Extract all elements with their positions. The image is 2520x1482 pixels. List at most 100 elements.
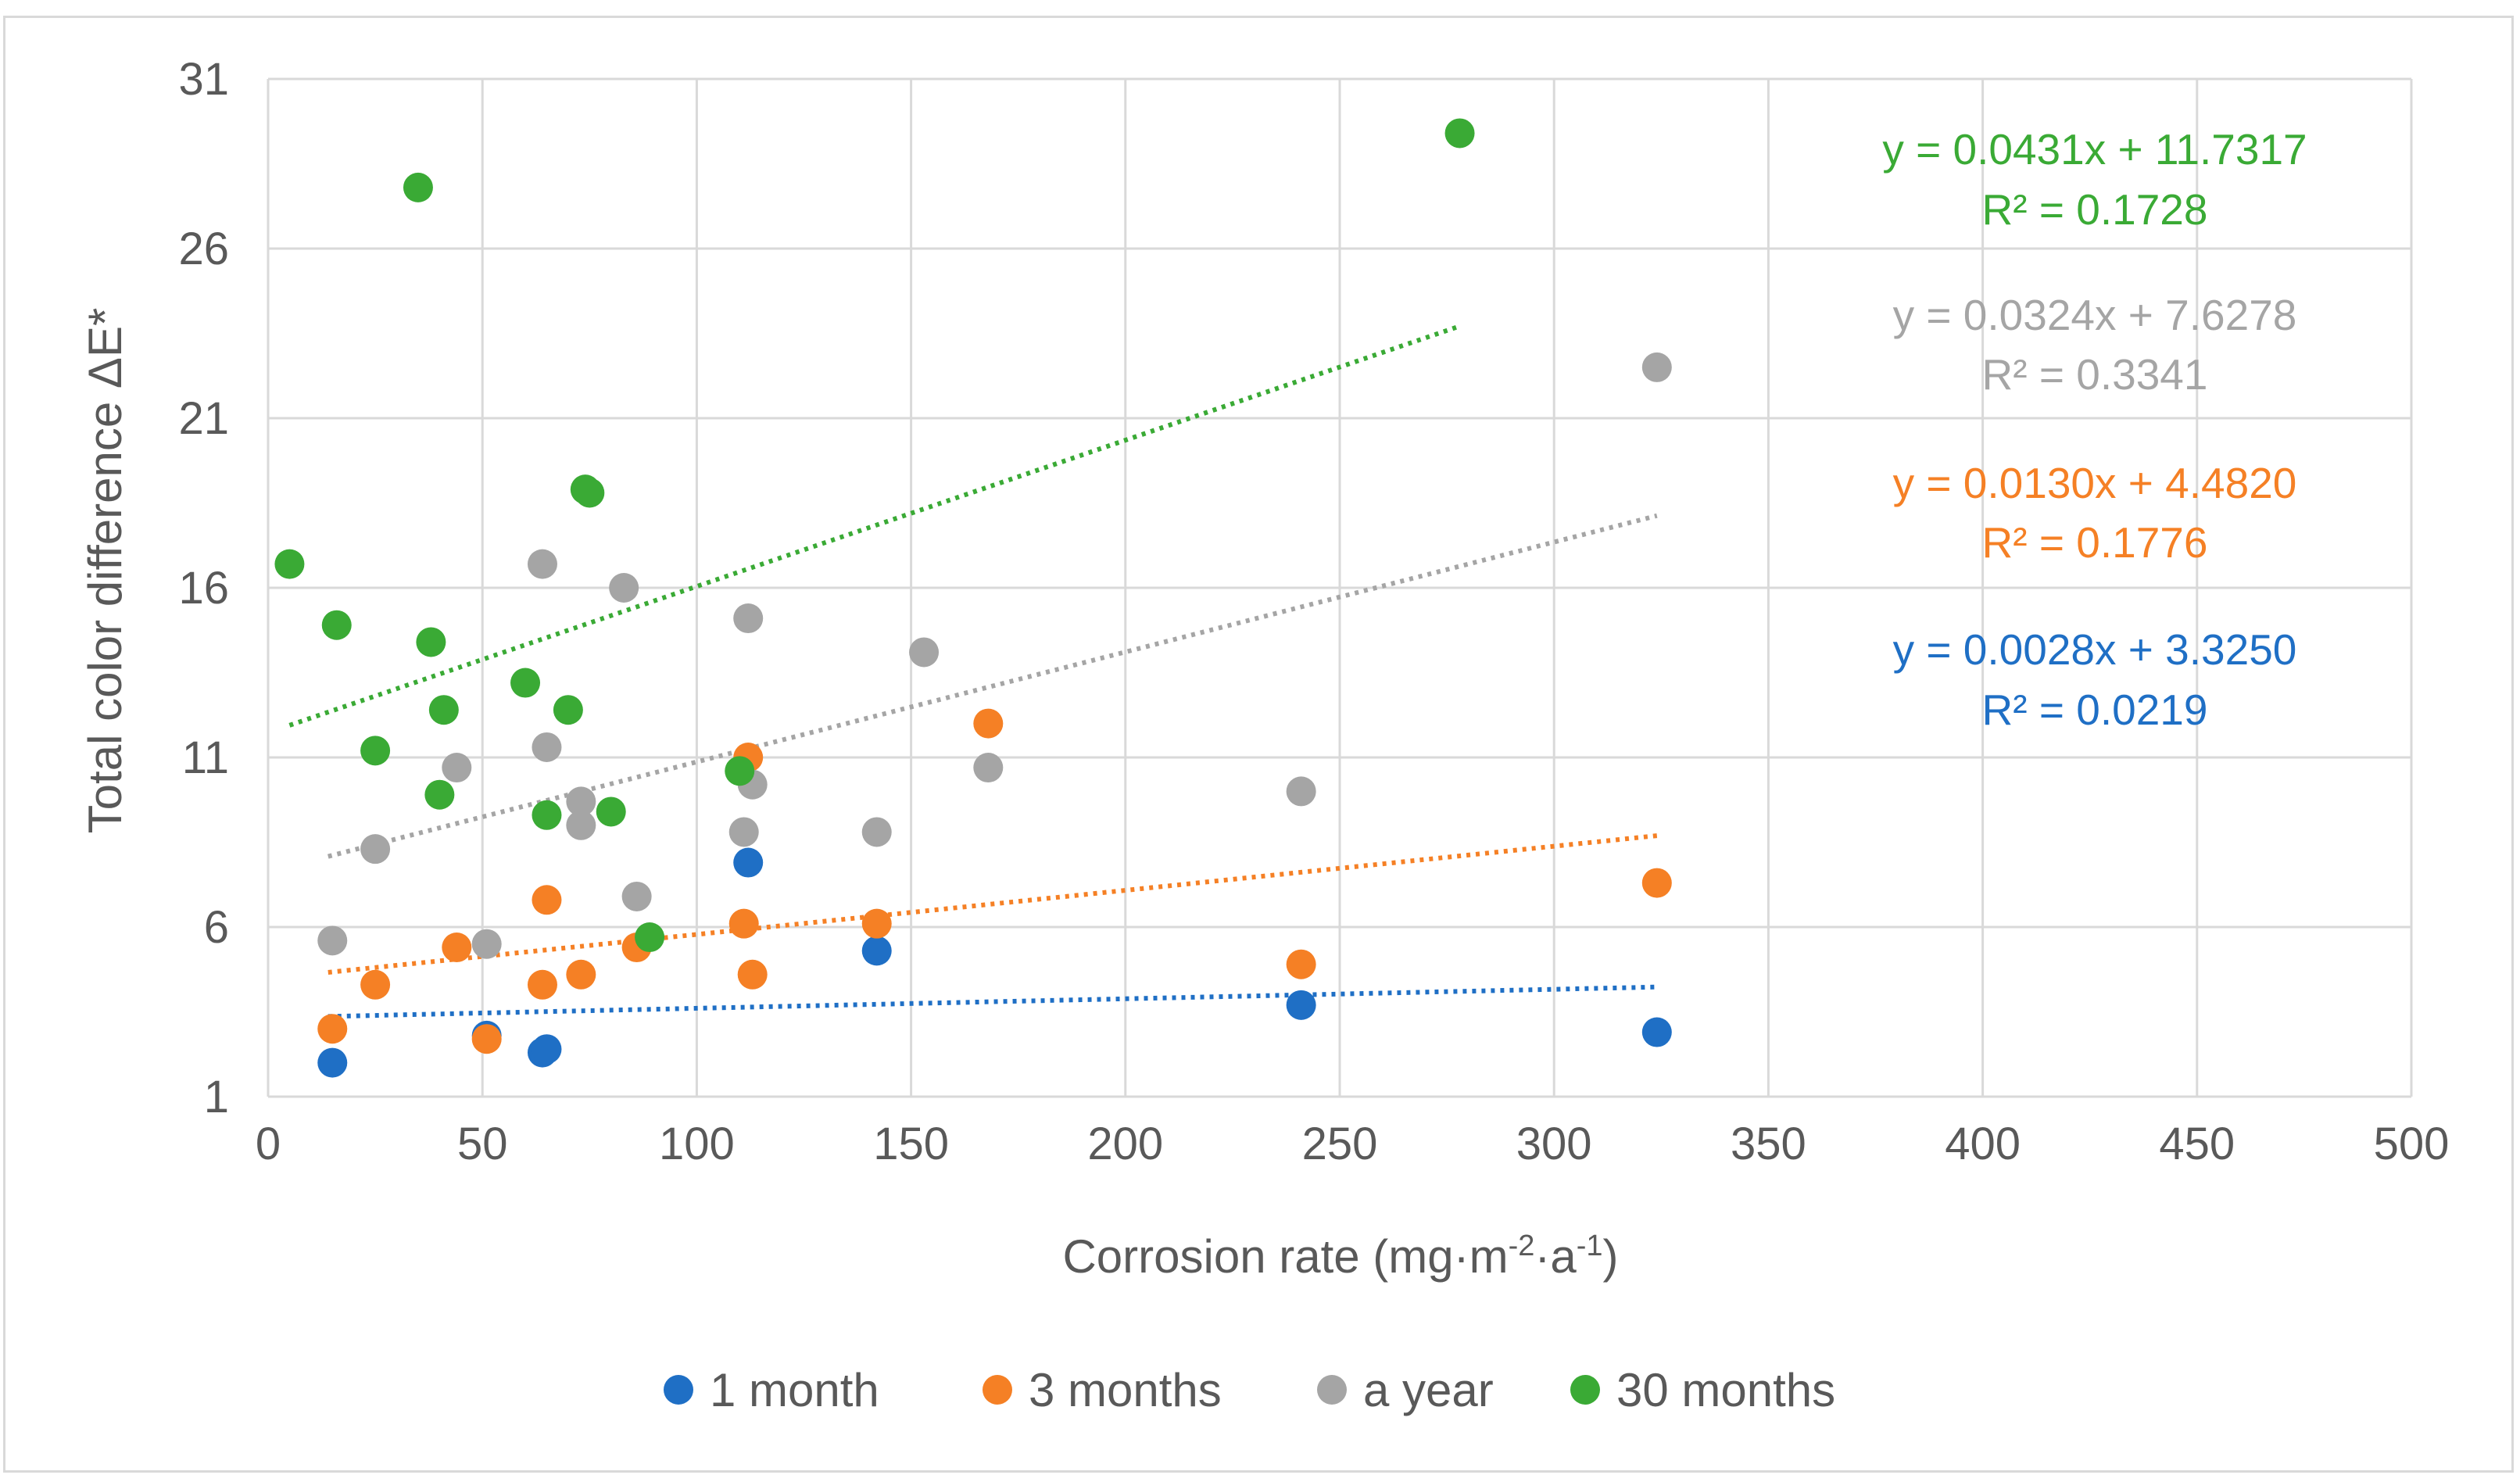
x-tick-label: 50	[457, 1119, 508, 1169]
trendline-30-months	[288, 324, 1461, 728]
point-30-months	[596, 796, 626, 827]
legend-label-30-months: 30 months	[1616, 1364, 1835, 1416]
point-30-months	[1444, 118, 1475, 149]
equation-1-month: y = 0.0028x + 3.3250	[1893, 625, 2297, 674]
trendlines	[288, 324, 1658, 1019]
point-30-months	[424, 779, 455, 810]
data-points	[274, 118, 1672, 1078]
point-1-month	[1286, 990, 1316, 1020]
point-30-months	[553, 695, 583, 725]
point-1-month	[317, 1047, 348, 1078]
point-30-months	[725, 756, 755, 786]
point-1-month	[1641, 1017, 1672, 1047]
x-axis-tick-labels: 0 50 100 150 200 250 300 350 400 450 500	[256, 1119, 2450, 1169]
equation-30-months: y = 0.0431x + 11.7317	[1882, 125, 2307, 174]
equation-3-months: y = 0.0130x + 4.4820	[1893, 459, 2297, 507]
legend-marker-3-months	[983, 1375, 1012, 1405]
point-3-months	[442, 933, 472, 963]
x-tick-label: 450	[2159, 1119, 2235, 1169]
x-tick-label: 350	[1731, 1119, 1806, 1169]
x-axis-title-sup2: -1	[1577, 1230, 1603, 1262]
r-squared-3-months: R² = 0.1776	[1982, 518, 2208, 567]
y-tick-label: 11	[182, 732, 229, 783]
trendline-equations: y = 0.0431x + 11.7317 R² = 0.1728 y = 0.03…	[1882, 125, 2307, 734]
legend: 1 month 3 months a year 30 months	[664, 1364, 1835, 1416]
point-1-month	[733, 847, 764, 878]
legend-marker-30-months	[1570, 1375, 1600, 1405]
legend-label-1-month: 1 month	[710, 1364, 879, 1416]
point-30-months	[403, 172, 433, 202]
point-1-month	[861, 936, 892, 966]
y-axis-title: Total color difference ΔE*	[79, 308, 131, 834]
chart-frame	[3, 16, 2514, 1473]
legend-marker-a-year	[1317, 1375, 1347, 1405]
point-3-months	[317, 1014, 348, 1044]
y-tick-label: 31	[178, 54, 229, 105]
r-squared-a-year: R² = 0.3341	[1982, 350, 2208, 399]
point-a-year	[527, 549, 557, 579]
point-3-months	[1286, 949, 1316, 979]
point-30-months	[321, 610, 352, 640]
point-a-year	[728, 817, 759, 847]
point-3-months	[861, 908, 892, 939]
point-a-year	[471, 929, 502, 959]
x-axis-title-mid: ·a	[1534, 1230, 1577, 1283]
point-30-months	[360, 736, 391, 766]
r-squared-1-month: R² = 0.0219	[1982, 686, 2208, 734]
y-tick-label: 1	[204, 1072, 229, 1122]
point-a-year	[621, 881, 652, 911]
trendline-3-months	[328, 833, 1658, 975]
y-tick-label: 16	[178, 563, 229, 614]
point-3-months	[360, 969, 391, 1000]
point-a-year	[861, 817, 892, 847]
point-3-months	[566, 959, 596, 990]
gridlines	[267, 77, 2413, 1098]
y-tick-label: 6	[204, 902, 229, 953]
point-3-months	[1641, 868, 1672, 898]
point-3-months	[973, 708, 1004, 739]
point-3-months	[737, 959, 768, 990]
x-tick-label: 0	[256, 1119, 281, 1169]
legend-marker-1-month	[664, 1375, 693, 1405]
r-squared-30-months: R² = 0.1728	[1982, 185, 2208, 234]
point-a-year	[442, 753, 472, 783]
point-a-year	[566, 810, 596, 840]
point-a-year	[733, 603, 764, 634]
point-a-year	[973, 753, 1004, 783]
point-30-months	[575, 478, 605, 508]
x-tick-label: 250	[1302, 1119, 1378, 1169]
point-30-months	[274, 549, 305, 579]
x-axis-title-end: )	[1603, 1230, 1619, 1283]
trendline-a-year	[328, 513, 1658, 859]
point-30-months	[416, 627, 446, 657]
x-axis-title: Corrosion rate (mg·m-2·a-1)	[1062, 1230, 1618, 1283]
point-a-year	[1286, 776, 1316, 807]
y-tick-label: 26	[178, 224, 229, 274]
x-tick-label: 200	[1087, 1119, 1163, 1169]
point-30-months	[532, 800, 562, 830]
x-tick-label: 150	[873, 1119, 949, 1169]
point-a-year	[317, 925, 348, 956]
point-30-months	[635, 922, 665, 953]
x-tick-label: 300	[1516, 1119, 1592, 1169]
equation-a-year: y = 0.0324x + 7.6278	[1893, 291, 2297, 339]
point-3-months	[527, 969, 557, 1000]
point-a-year	[532, 732, 562, 762]
point-a-year	[609, 573, 639, 603]
point-a-year	[1641, 352, 1672, 382]
point-3-months	[728, 908, 759, 939]
point-3-months	[471, 1024, 502, 1054]
point-3-months	[532, 885, 562, 915]
x-tick-label: 400	[1945, 1119, 2021, 1169]
x-axis-title-sup1: -2	[1509, 1230, 1535, 1262]
x-tick-label: 500	[2374, 1119, 2450, 1169]
trendline-1-month	[328, 984, 1657, 1019]
x-axis-title-main: Corrosion rate (mg·m	[1062, 1230, 1508, 1283]
point-1-month	[532, 1034, 562, 1065]
legend-label-3-months: 3 months	[1029, 1364, 1222, 1416]
point-a-year	[909, 637, 940, 668]
legend-label-a-year: a year	[1363, 1364, 1494, 1416]
x-tick-label: 100	[659, 1119, 735, 1169]
